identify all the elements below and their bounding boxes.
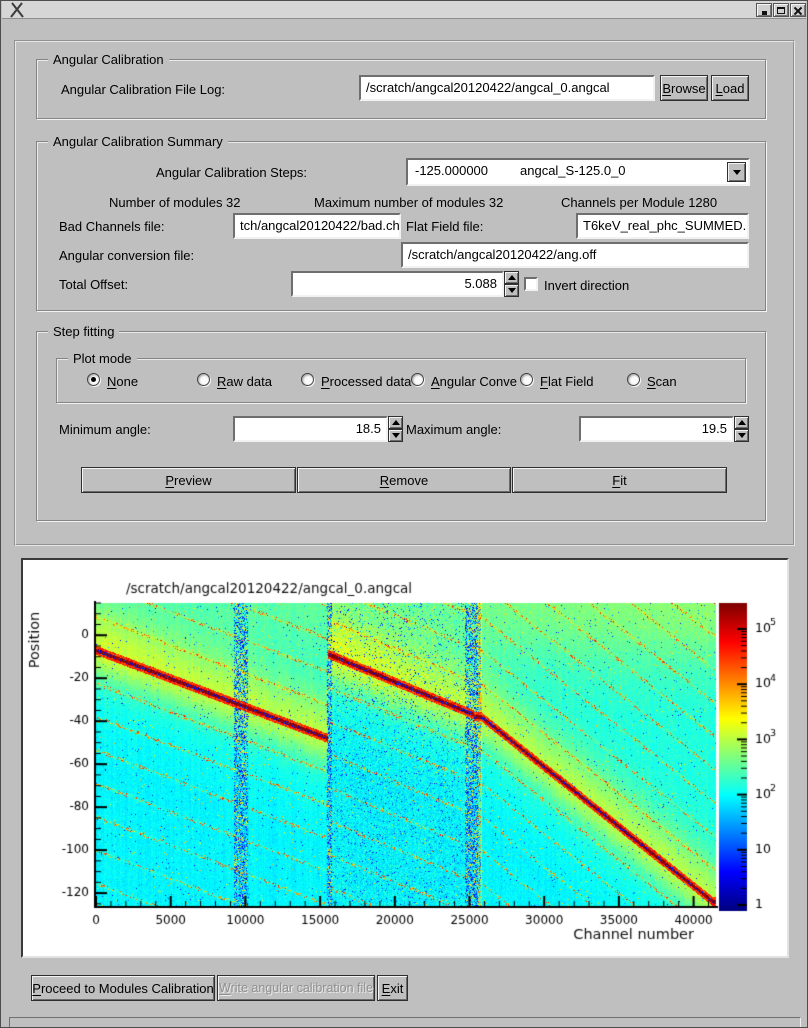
arrow-up-icon [391, 420, 400, 425]
radio-scan-label[interactable]: Scan [647, 374, 677, 389]
radio-flat-field-label[interactable]: Flat Field [540, 374, 594, 389]
total-offset-label: Total Offset: [59, 277, 129, 292]
total-offset-up-button[interactable] [504, 271, 519, 284]
radio-angular-conversion-label[interactable]: Angular Conver [431, 374, 517, 389]
exit-button[interactable]: Exit [377, 975, 408, 1001]
group-step-fitting-legend: Step fitting [48, 324, 120, 339]
invert-direction-label: Invert direction [544, 278, 630, 293]
group-plot-mode: Plot mode [56, 351, 746, 403]
radio-none-label[interactable]: None [107, 374, 139, 389]
minimize-icon [762, 11, 767, 15]
plot-panel [21, 558, 789, 958]
radio-none[interactable] [87, 373, 100, 386]
radio-raw-data[interactable] [197, 373, 210, 386]
min-angle-label: Minimum angle: [59, 422, 151, 437]
group-summary: Angular Calibration Summary [36, 134, 766, 311]
radio-flat-field[interactable] [520, 373, 533, 386]
steps-dropdown-arrow[interactable] [727, 162, 746, 182]
chevron-down-icon [732, 169, 741, 175]
calibration-panel [14, 40, 795, 546]
max-angle-input[interactable]: 19.5 [579, 416, 734, 442]
radio-angular-conversion[interactable] [411, 373, 424, 386]
file-log-label: Angular Calibration File Log: [61, 82, 226, 97]
ang-conv-input[interactable]: /scratch/angcal20120422/ang.off [401, 242, 749, 268]
browse-button[interactable]: Browse [660, 75, 708, 101]
min-angle-input[interactable]: 18.5 [233, 416, 388, 442]
total-offset-input[interactable]: 5.088 [291, 271, 504, 297]
remove-button[interactable]: Remove [297, 467, 511, 493]
flat-field-label: Flat Field file: [406, 219, 484, 234]
preview-button[interactable]: Preview [81, 467, 296, 493]
arrow-up-icon [507, 275, 516, 280]
calibration-heatmap-canvas [23, 560, 787, 956]
min-angle-down-button[interactable] [388, 429, 403, 442]
steps-value-name: angcal_S-125.0_0 [520, 163, 626, 178]
write-angular-calibration-button[interactable]: Write angular calibration file [217, 975, 375, 1001]
bad-channels-input[interactable]: tch/angcal20120422/bad.chan [233, 213, 401, 239]
minimize-button[interactable] [756, 3, 772, 17]
max-angle-label: Maximum angle: [406, 422, 502, 437]
min-angle-up-button[interactable] [388, 416, 403, 429]
arrow-down-icon [391, 433, 400, 438]
radio-processed-data-label[interactable]: Processed data [321, 374, 412, 389]
group-plot-mode-legend: Plot mode [68, 351, 137, 366]
radio-scan[interactable] [627, 373, 640, 386]
maximize-button[interactable] [773, 3, 789, 17]
total-offset-down-button[interactable] [504, 284, 519, 297]
group-angular-calibration: Angular Calibration [36, 52, 766, 119]
group-summary-legend: Angular Calibration Summary [48, 134, 228, 149]
titlebar[interactable] [2, 1, 806, 19]
ang-conv-label: Angular conversion file: [59, 248, 195, 263]
load-button[interactable]: Load [711, 75, 749, 101]
close-button[interactable] [790, 3, 806, 17]
min-angle-stepper [388, 416, 403, 442]
radio-raw-data-label[interactable]: Raw data [217, 374, 272, 389]
fit-button[interactable]: Fit [512, 467, 727, 493]
total-offset-stepper [504, 271, 519, 297]
group-step-fitting: Step fitting [36, 324, 766, 521]
channels-per-module-label: Channels per Module 1280 [561, 195, 718, 210]
max-angle-down-button[interactable] [734, 429, 749, 442]
arrow-up-icon [737, 420, 746, 425]
steps-label: Angular Calibration Steps: [156, 165, 308, 180]
max-angle-up-button[interactable] [734, 416, 749, 429]
invert-direction-checkbox[interactable] [524, 277, 538, 291]
proceed-modules-calibration-button[interactable]: Proceed to Modules Calibration [31, 975, 215, 1001]
steps-value-angle: -125.000000 [415, 163, 489, 178]
max-angle-stepper [734, 416, 749, 442]
x11-logo-icon [10, 2, 24, 18]
group-angular-calibration-legend: Angular Calibration [48, 52, 169, 67]
arrow-down-icon [737, 433, 746, 438]
flat-field-input[interactable]: T6keV_real_phc_SUMMED.raw [576, 213, 749, 239]
radio-processed-data[interactable] [301, 373, 314, 386]
file-log-input[interactable]: /scratch/angcal20120422/angcal_0.angcal [359, 75, 655, 101]
steps-combobox[interactable]: -125.000000 angcal_S-125.0_0 [406, 158, 750, 186]
bad-channels-label: Bad Channels file: [59, 219, 165, 234]
maximize-icon [777, 7, 785, 14]
max-modules-label: Maximum number of modules 32 [314, 195, 504, 210]
num-modules-label: Number of modules 32 [109, 195, 241, 210]
status-bar [9, 1017, 801, 1027]
arrow-down-icon [507, 288, 516, 293]
